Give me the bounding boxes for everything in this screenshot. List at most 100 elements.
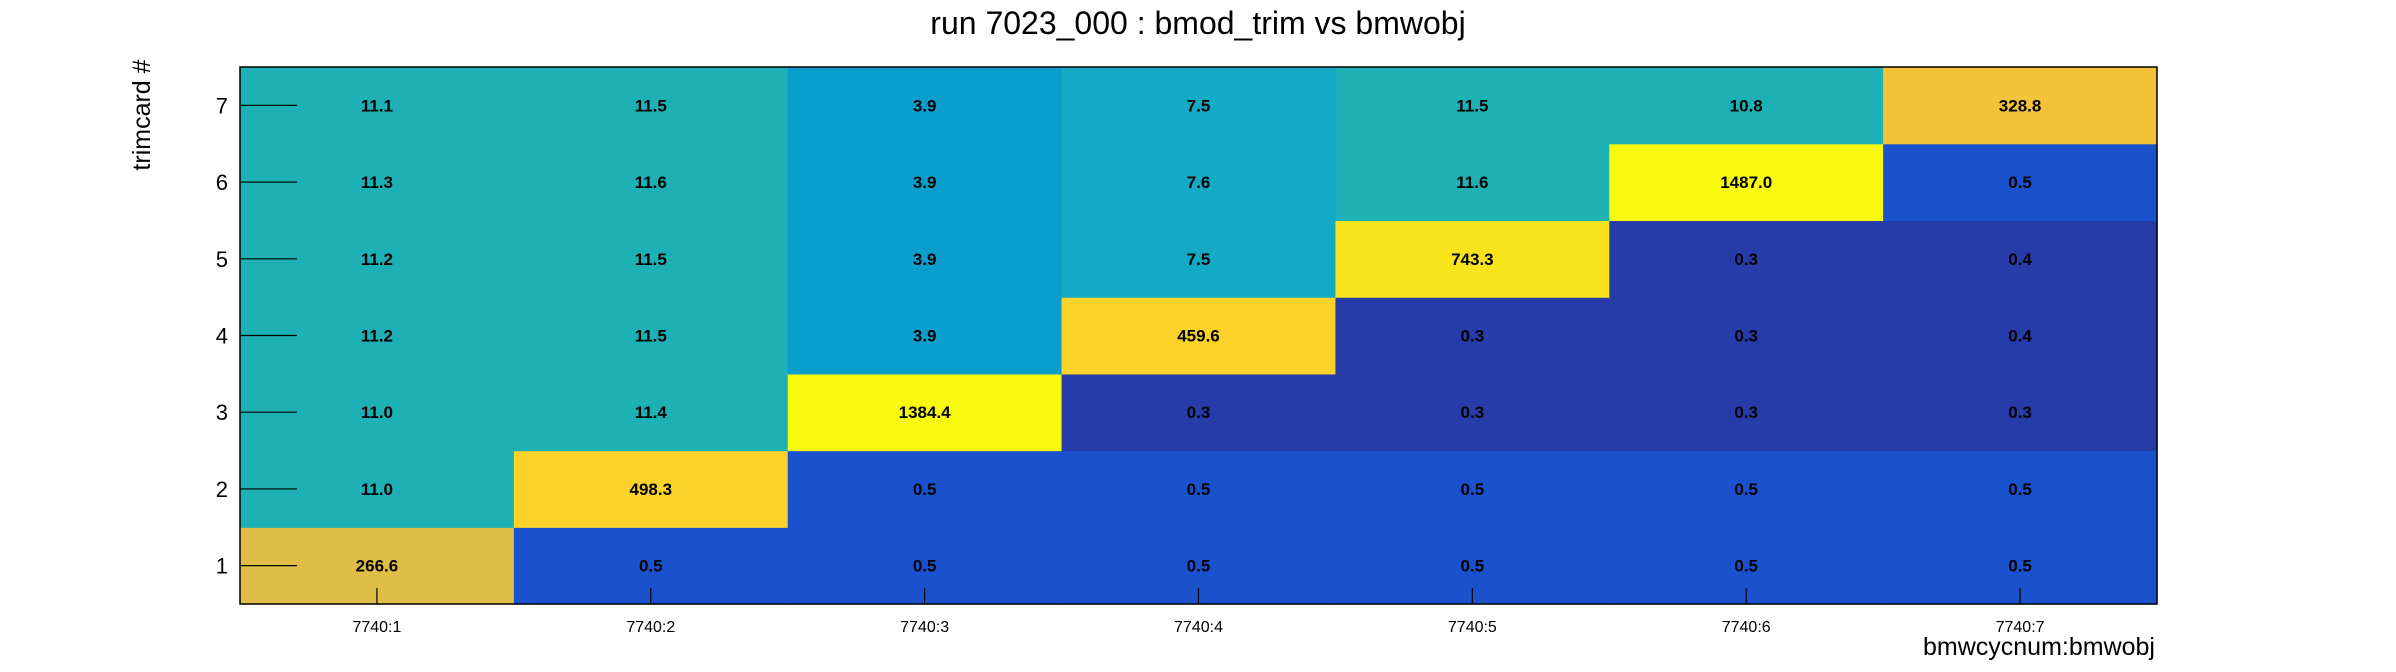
cell-value-label: 0.5	[913, 557, 937, 576]
y-tick-label: 5	[216, 247, 228, 272]
heatmap-cell	[1883, 450, 2158, 528]
cell-value-label: 10.8	[1730, 96, 1763, 115]
heatmap-cell	[513, 220, 789, 298]
y-tick-label: 6	[216, 170, 228, 195]
heatmap-cell	[1061, 373, 1337, 452]
cell-value-label: 11.1	[361, 96, 393, 115]
cell-value-label: 11.2	[361, 250, 393, 269]
heatmap-cell	[1335, 220, 1610, 298]
y-tick-label: 7	[216, 93, 228, 118]
heatmap-cell	[1609, 297, 1884, 375]
heatmap-cell	[1883, 297, 2158, 375]
cell-value-label: 11.6	[1456, 173, 1488, 192]
cell-labels: 266.6 0.5 0.5 0.5 0.5 0.5 0.5 11.0 498.3 0.5 0.5 0.…	[356, 96, 2042, 575]
heatmap-cell	[1609, 67, 1884, 145]
cell-value-label: 7.5	[1187, 250, 1211, 269]
cell-value-label: 0.5	[2008, 557, 2032, 576]
cell-value-label: 3.9	[913, 173, 937, 192]
cell-value-label: 11.6	[635, 173, 667, 192]
heatmap-cell	[787, 220, 1063, 298]
heatmap-cell	[1609, 373, 1884, 452]
cell-value-label: 1384.4	[899, 403, 952, 422]
heatmap-cell	[513, 373, 789, 452]
heatmap-cell	[1061, 67, 1337, 145]
x-tick-label: 7740:2	[626, 619, 675, 636]
cell-value-label: 0.5	[2008, 480, 2032, 499]
cell-value-label: 11.0	[361, 480, 393, 499]
cell-value-label: 3.9	[913, 96, 937, 115]
cell-value-label: 11.5	[635, 327, 667, 346]
heatmap-cell	[513, 297, 789, 375]
cell-value-label: 0.3	[1187, 403, 1211, 422]
cell-value-label: 11.3	[361, 173, 393, 192]
cell-value-label: 0.3	[1734, 327, 1758, 346]
cell-value-label: 0.5	[1187, 557, 1211, 576]
cell-value-label: 0.5	[2008, 173, 2032, 192]
heatmap-cell	[1883, 373, 2158, 452]
y-tick-label: 4	[216, 324, 228, 349]
heatmap-cell	[513, 450, 789, 528]
cell-value-label: 0.3	[1461, 403, 1485, 422]
heatmap-cell	[1883, 143, 2158, 222]
cell-value-label: 266.6	[356, 557, 399, 576]
axes: 1 2 3 4 5 6 7 7740:1 7740:2 7740:3 7740:4 7740:5 774…	[216, 93, 2045, 636]
heatmap-cell	[1609, 143, 1884, 222]
cell-value-label: 7.6	[1187, 173, 1211, 192]
cell-value-label: 3.9	[913, 250, 937, 269]
cell-value-label: 498.3	[630, 480, 673, 499]
heatmap-cell	[787, 450, 1063, 528]
heatmap-cell	[1883, 220, 2158, 298]
cell-value-label: 0.5	[639, 557, 663, 576]
cell-value-label: 459.6	[1177, 327, 1220, 346]
heatmap-cell	[1335, 373, 1610, 452]
heatmap-cell	[787, 67, 1063, 145]
cell-value-label: 0.5	[1734, 557, 1758, 576]
cell-value-label: 3.9	[913, 327, 937, 346]
y-axis-title: trimcard #	[128, 59, 156, 170]
heatmap-cell	[787, 143, 1063, 222]
cell-value-label: 1487.0	[1720, 173, 1772, 192]
x-tick-label: 7740:7	[1996, 619, 2045, 636]
heatmap-cell	[1883, 67, 2158, 145]
cell-value-label: 11.5	[1456, 96, 1488, 115]
x-axis-title: bmwcycnum:bmwobj	[1923, 633, 2155, 661]
heatmap-cell	[787, 297, 1063, 375]
heatmap-cell	[513, 143, 789, 222]
y-tick-label: 3	[216, 400, 228, 425]
y-tick-label: 1	[216, 554, 228, 579]
cell-value-label: 0.5	[1461, 557, 1485, 576]
cell-value-label: 0.3	[1734, 403, 1758, 422]
cell-value-label: 0.3	[2008, 403, 2032, 422]
cell-value-label: 328.8	[1999, 96, 2042, 115]
heatmap-cells	[240, 67, 2158, 605]
cell-value-label: 11.2	[361, 327, 393, 346]
x-tick-label: 7740:5	[1448, 619, 1497, 636]
x-tick-label: 7740:3	[900, 619, 949, 636]
cell-value-label: 0.5	[1187, 480, 1211, 499]
cell-value-label: 11.5	[635, 96, 667, 115]
x-tick-label: 7740:1	[352, 619, 401, 636]
heatmap-cell	[1061, 450, 1337, 528]
heatmap-cell	[787, 373, 1063, 452]
cell-value-label: 0.4	[2008, 327, 2032, 346]
heatmap-cell	[1335, 297, 1610, 375]
cell-value-label: 11.5	[635, 250, 667, 269]
heatmap-cell	[513, 67, 789, 145]
x-tick-label: 7740:6	[1722, 619, 1771, 636]
heatmap-cell	[1609, 220, 1884, 298]
cell-value-label: 11.0	[361, 403, 393, 422]
cell-value-label: 0.5	[913, 480, 937, 499]
cell-value-label: 743.3	[1451, 250, 1494, 269]
cell-value-label: 0.5	[1734, 480, 1758, 499]
x-tick-label: 7740:4	[1174, 619, 1223, 636]
heatmap-cell	[1335, 67, 1610, 145]
heatmap-cell	[1061, 220, 1337, 298]
cell-value-label: 0.4	[2008, 250, 2032, 269]
chart-title: run 7023_000 : bmod_trim vs bmwobj	[930, 5, 1465, 41]
heatmap-cell	[1335, 450, 1610, 528]
heatmap-cell	[1061, 297, 1337, 375]
cell-value-label: 0.3	[1461, 327, 1485, 346]
y-tick-label: 2	[216, 477, 228, 502]
heatmap-cell	[1061, 143, 1337, 222]
